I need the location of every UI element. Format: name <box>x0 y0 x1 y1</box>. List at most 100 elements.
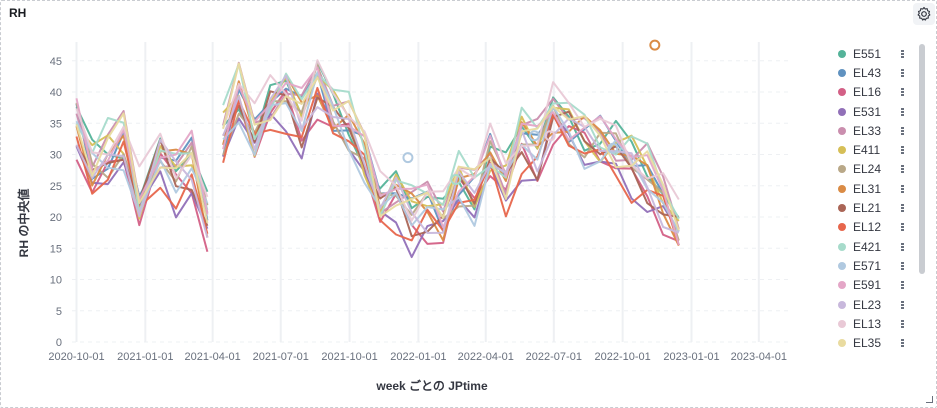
marker-e421 <box>450 174 462 185</box>
y-tick-label: 20 <box>50 212 62 224</box>
legend-scrollbar[interactable] <box>919 44 925 274</box>
x-tick-label: 2021-04-01 <box>185 351 241 363</box>
y-axis-ticks: 0 5 10 15 20 25 30 35 40 45 <box>50 56 62 349</box>
legend-color-dot <box>838 223 846 232</box>
y-tick-label: 15 <box>50 243 62 255</box>
legend-item-el31[interactable]: EL31 <box>832 179 912 198</box>
legend-actions-icon[interactable] <box>901 319 904 328</box>
legend-actions-icon[interactable] <box>901 242 904 251</box>
legend-color-dot <box>838 49 846 58</box>
marker-e571 <box>528 130 540 142</box>
series-line-el35 <box>75 62 680 231</box>
legend-label: EL35 <box>853 336 882 351</box>
y-tick-label: 0 <box>56 337 62 349</box>
y-tick-label: 25 <box>50 181 62 193</box>
legend-actions-icon[interactable] <box>901 339 904 348</box>
legend-color-dot <box>838 107 846 116</box>
legend-color-dot <box>838 261 846 270</box>
legend-label: EL33 <box>853 123 882 138</box>
legend-item-el13[interactable]: EL13 <box>832 314 912 333</box>
x-tick-label: 2021-01-01 <box>117 351 173 363</box>
legend-color-dot <box>838 146 846 155</box>
legend-label: E411 <box>853 143 881 158</box>
legend-label: EL24 <box>853 162 882 177</box>
legend-color-dot <box>838 242 846 251</box>
legend-item-el24[interactable]: EL24 <box>832 160 912 179</box>
legend-actions-icon[interactable] <box>901 261 904 270</box>
chart-legend: E551 EL43 EL16 E531 EL33 E411 EL24 EL31 EL21 EL12… <box>832 44 912 406</box>
legend-color-dot <box>838 339 846 348</box>
legend-actions-icon[interactable] <box>901 204 904 213</box>
legend-actions-icon[interactable] <box>901 223 904 232</box>
series-line-el23 <box>75 74 680 239</box>
legend-item-el35[interactable]: EL35 <box>832 333 912 352</box>
legend-item-el23[interactable]: EL23 <box>832 295 912 314</box>
legend-label: EL43 <box>853 65 882 80</box>
legend-item-e531[interactable]: E531 <box>832 102 912 121</box>
x-tick-label: 2021-07-01 <box>253 351 309 363</box>
marker-e571 <box>607 142 619 154</box>
legend-actions-icon[interactable] <box>901 165 904 174</box>
legend-color-dot <box>838 184 846 193</box>
legend-item-el12[interactable]: EL12 <box>832 218 912 237</box>
legend-actions-icon[interactable] <box>901 68 904 77</box>
y-axis-label: RH の中央値 <box>16 189 31 258</box>
legend-color-dot <box>838 281 846 290</box>
x-tick-label: 2023-01-01 <box>663 351 719 363</box>
legend-color-dot <box>838 204 846 213</box>
legend-item-e551[interactable]: E551 <box>832 44 912 63</box>
legend-actions-icon[interactable] <box>901 107 904 116</box>
legend-actions-icon[interactable] <box>901 281 904 290</box>
legend-label: E531 <box>853 104 882 119</box>
legend-item-el16[interactable]: EL16 <box>832 83 912 102</box>
x-tick-label: 2022-10-01 <box>595 351 651 363</box>
y-tick-label: 45 <box>50 56 62 68</box>
gear-icon <box>917 6 931 21</box>
chart-series-lines <box>75 59 680 259</box>
y-tick-label: 40 <box>50 87 62 99</box>
legend-actions-icon[interactable] <box>901 184 904 193</box>
legend-label: EL21 <box>853 201 882 216</box>
legend-label: E571 <box>853 258 882 273</box>
legend-color-dot <box>838 126 846 135</box>
legend-actions-icon[interactable] <box>901 88 904 97</box>
x-axis-ticks: 2020-10-01 2021-01-01 2021-04-01 2021-07-01… <box>48 351 787 363</box>
legend-color-dot <box>838 319 846 328</box>
legend-item-e421[interactable]: E421 <box>832 237 912 256</box>
legend-label: EL31 <box>853 181 882 196</box>
resize-handle-icon[interactable] <box>926 396 933 403</box>
x-tick-label: 2023-04-01 <box>731 351 787 363</box>
x-axis-label: week ごとの JPtime <box>375 378 488 393</box>
legend-label: E551 <box>853 46 882 61</box>
legend-color-dot <box>838 300 846 309</box>
settings-button[interactable] <box>913 3 935 25</box>
x-tick-label: 2021-10-01 <box>321 351 377 363</box>
legend-item-el43[interactable]: EL43 <box>832 63 912 82</box>
y-tick-label: 10 <box>50 275 62 287</box>
legend-label: EL16 <box>853 85 882 100</box>
legend-item-e591[interactable]: E591 <box>832 276 912 295</box>
legend-color-dot <box>838 88 846 97</box>
legend-item-e571[interactable]: E571 <box>832 256 912 275</box>
legend-actions-icon[interactable] <box>901 126 904 135</box>
marker-e571 <box>402 152 414 164</box>
x-tick-label: 2022-01-01 <box>390 351 446 363</box>
legend-actions-icon[interactable] <box>901 300 904 309</box>
marker-el31 <box>649 39 661 51</box>
legend-item-e411[interactable]: E411 <box>832 140 912 159</box>
legend-label: E591 <box>853 278 882 293</box>
x-tick-label: 2022-04-01 <box>458 351 514 363</box>
legend-item-el33[interactable]: EL33 <box>832 121 912 140</box>
panel-title: RH <box>9 6 27 20</box>
legend-label: EL23 <box>853 297 882 312</box>
chart-markers <box>402 39 661 185</box>
marker-el13 <box>544 130 556 142</box>
y-tick-label: 5 <box>56 306 62 318</box>
legend-label: EL13 <box>853 316 882 331</box>
legend-actions-icon[interactable] <box>901 146 904 155</box>
y-tick-label: 30 <box>50 150 62 162</box>
legend-label: E421 <box>853 239 882 254</box>
legend-actions-icon[interactable] <box>901 49 904 58</box>
legend-item-el21[interactable]: EL21 <box>832 198 912 217</box>
